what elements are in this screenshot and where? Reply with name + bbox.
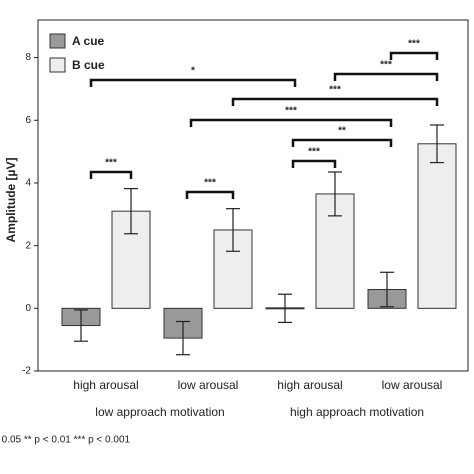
significance-bracket	[89, 170, 133, 179]
y-tick-label: 6	[25, 115, 31, 126]
legend-swatch	[49, 57, 66, 73]
error-bar	[380, 271, 394, 308]
error-bar	[226, 208, 240, 252]
significance-label: ***	[408, 39, 420, 50]
footnote: * p < 0.05 ** p < 0.01 *** p < 0.001	[0, 435, 131, 446]
significance-label: ***	[105, 158, 117, 169]
error-bar	[430, 124, 444, 164]
x-tick-label: high arousal	[277, 378, 342, 392]
significance-label: ***	[204, 178, 216, 189]
y-axis-label: Amplitude [µV]	[4, 158, 18, 243]
plot-frame	[37, 19, 469, 372]
group-label: low approach motivation	[95, 405, 224, 419]
error-bar	[74, 309, 88, 342]
legend-label: B cue	[72, 58, 105, 72]
significance-label: ***	[308, 147, 320, 158]
significance-bracket	[291, 138, 393, 147]
bar	[417, 143, 457, 309]
significance-bracket	[189, 118, 393, 127]
error-bar	[124, 188, 138, 235]
y-tick-label: 2	[25, 240, 31, 251]
x-tick-label: low arousal	[178, 378, 239, 392]
significance-label: **	[338, 126, 346, 137]
significance-bracket	[185, 190, 235, 199]
error-bar	[176, 320, 190, 356]
y-tick-label: 4	[25, 178, 31, 189]
error-bar	[328, 171, 342, 217]
error-bar	[278, 293, 292, 324]
legend-label: A cue	[72, 34, 105, 48]
legend-swatch	[49, 33, 66, 49]
y-tick-label: -2	[22, 366, 31, 377]
x-tick-label: high arousal	[73, 378, 138, 392]
significance-label: ***	[380, 60, 392, 71]
significance-bracket	[231, 97, 439, 106]
significance-label: *	[191, 66, 195, 77]
group-label: high approach motivation	[290, 405, 424, 419]
significance-bracket	[333, 72, 439, 81]
significance-bracket	[89, 78, 297, 87]
significance-bracket	[389, 51, 439, 60]
y-tick-label: 0	[25, 303, 31, 314]
significance-bracket	[291, 159, 337, 168]
y-tick-label: 8	[25, 52, 31, 63]
significance-label: ***	[285, 106, 297, 117]
significance-label: ***	[329, 85, 341, 96]
x-tick-label: low arousal	[382, 378, 443, 392]
